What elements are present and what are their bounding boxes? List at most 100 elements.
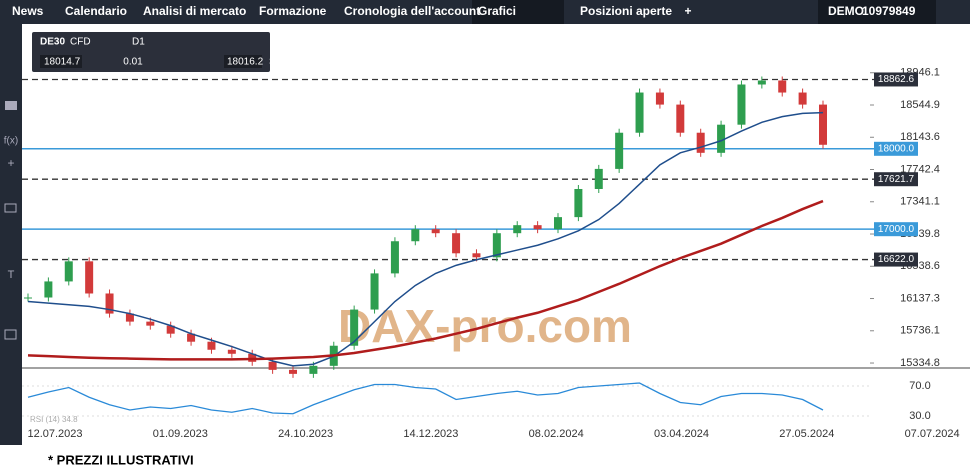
rsi-tick-label: 70.0 (909, 380, 930, 392)
candle (717, 124, 726, 153)
level-label: 17621.7 (878, 174, 915, 185)
x-tick-label: 24.10.2023 (278, 428, 333, 440)
sidebar (0, 24, 22, 445)
candle (533, 225, 542, 230)
y-tick-label: 17341.1 (900, 196, 940, 208)
candle (289, 369, 297, 374)
candle (778, 80, 787, 93)
bid[interactable]: 18014.7 (44, 57, 81, 68)
candle (472, 253, 481, 258)
symbol-type: CFD (70, 37, 91, 48)
bid-box[interactable] (40, 55, 82, 68)
sidebar-icons: f(x) + T (4, 101, 18, 340)
level-box (874, 222, 918, 237)
icon[interactable] (4, 329, 17, 340)
candle (268, 361, 277, 370)
candle (431, 229, 440, 234)
level-box (874, 172, 918, 187)
ask[interactable]: 18016.2 (227, 57, 264, 68)
candle (554, 217, 562, 230)
y-tick-label: 18143.6 (900, 131, 940, 143)
x-tick-label: 14.12.2023 (403, 428, 458, 440)
candle (390, 241, 399, 274)
candle (696, 132, 705, 153)
candle (309, 365, 318, 374)
line (27, 111, 824, 367)
rsi-tick-label: 30.0 (909, 410, 930, 422)
icon[interactable]: T (8, 269, 15, 281)
candle (227, 349, 236, 354)
volume[interactable]: 0.01 (123, 57, 143, 68)
account-type: DEMO (828, 4, 864, 18)
candle (737, 84, 746, 125)
candle (594, 168, 603, 189)
candle (370, 273, 379, 310)
icon[interactable] (4, 203, 17, 213)
x-tick-label: 12.07.2023 (27, 428, 82, 440)
candle (757, 80, 766, 85)
nav-item[interactable]: Analisi di mercato (143, 4, 246, 18)
candle (574, 188, 583, 218)
line (27, 382, 824, 415)
account-id: 10979849 (862, 4, 916, 18)
timeframe[interactable]: D1 (132, 37, 145, 48)
y-tick-label: 15736.1 (900, 325, 940, 337)
y-tick-label: 15334.8 (900, 357, 940, 369)
candle (492, 233, 501, 258)
candle (146, 321, 155, 326)
y-tick-label: 16137.3 (900, 292, 940, 304)
ask-box[interactable] (224, 55, 262, 68)
candle (64, 261, 73, 282)
candle (24, 297, 32, 299)
symbol[interactable]: DE30 (40, 37, 65, 48)
candle (85, 261, 94, 294)
candle (513, 225, 522, 234)
candle (411, 229, 420, 242)
candle (676, 104, 685, 133)
nav-item[interactable]: Cronologia dell'account (344, 4, 480, 18)
level-box (874, 72, 918, 87)
x-tick-label: 27.05.2024 (779, 428, 834, 440)
candle (635, 92, 644, 133)
level-label: 18862.6 (878, 74, 915, 85)
icon[interactable]: + (7, 156, 14, 170)
footer-note: * PREZZI ILLUSTRATIVI (48, 452, 194, 467)
level-box (874, 252, 918, 267)
candle (350, 309, 359, 346)
x-tick-label: 01.09.2023 (153, 428, 208, 440)
nav-item[interactable]: Posizioni aperte (580, 4, 672, 18)
active-tab[interactable] (472, 0, 564, 24)
x-tick-label: 03.04.2024 (654, 428, 709, 440)
candle (105, 293, 114, 314)
level-box (874, 141, 918, 156)
level-label: 18000.0 (878, 143, 915, 154)
level-label: 16622.0 (878, 254, 915, 265)
icon[interactable] (5, 101, 17, 110)
candle (207, 341, 216, 350)
candle (655, 92, 664, 105)
nav-active[interactable]: Grafici (478, 4, 516, 18)
icon[interactable]: f(x) (4, 136, 18, 147)
candle (125, 313, 134, 322)
account-box[interactable] (818, 0, 936, 24)
add-tab[interactable]: + (684, 4, 691, 18)
x-tick-label: 08.02.2024 (529, 428, 584, 440)
trade-toolbar (32, 32, 270, 72)
candle (798, 92, 807, 105)
nav-item[interactable]: Calendario (65, 4, 127, 18)
sltp[interactable]: SL/TP (269, 57, 297, 68)
y-tick-label: 18544.9 (900, 99, 940, 111)
level-label: 17000.0 (878, 224, 915, 235)
candle (819, 104, 827, 145)
line (27, 199, 824, 361)
candle (615, 132, 624, 169)
nav-item[interactable]: Formazione (259, 4, 327, 18)
nav-item[interactable]: News (12, 4, 44, 18)
candle (166, 325, 175, 334)
candle (187, 333, 196, 342)
rsi-label: RSI (14) 34.8 (30, 415, 78, 424)
candle (44, 281, 53, 298)
candle (452, 233, 461, 254)
